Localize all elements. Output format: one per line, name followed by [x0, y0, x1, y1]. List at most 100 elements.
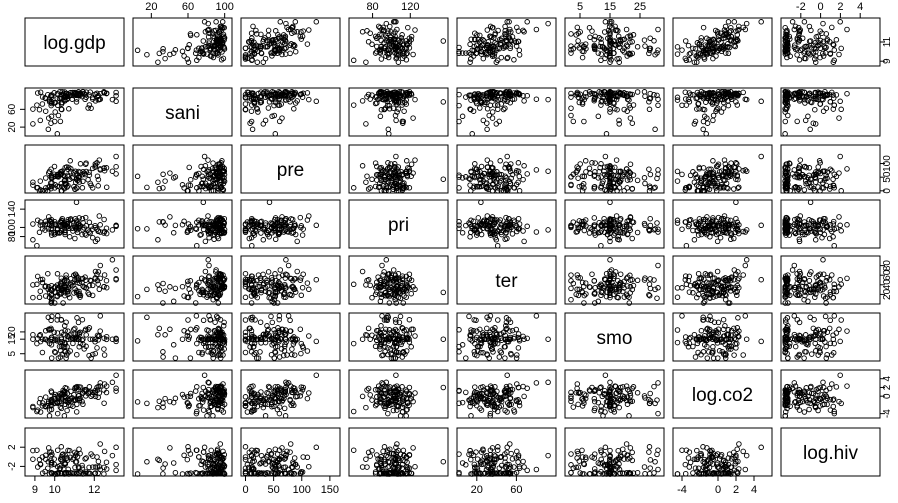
- point-log.gdp-pri-93: [399, 32, 405, 38]
- point-sani-pre-128: [248, 118, 255, 125]
- point-pre-log.co2-42: [720, 176, 727, 183]
- point-sani-log.co2-50: [701, 106, 708, 113]
- point-log.gdp-smo-125: [647, 45, 654, 52]
- point-pri-sani-32: [156, 219, 163, 225]
- point-pre-log.hiv-96: [827, 183, 834, 190]
- point-sani-smo-125: [647, 95, 654, 102]
- point-pre-log.co2-115: [715, 175, 722, 181]
- point-sani-pri-60: [401, 108, 407, 114]
- point-log.gdp-ter-118: [474, 45, 481, 52]
- point-pre-smo-119: [610, 172, 617, 179]
- point-pri-pre-51: [266, 199, 273, 206]
- point-pre-log.hiv-113: [805, 180, 811, 187]
- point-pri-log.gdp-111: [54, 226, 61, 232]
- point-log.gdp-pre-99: [288, 41, 294, 47]
- point-log.gdp-sani-64: [162, 55, 168, 62]
- point-pre-ter-114: [466, 175, 472, 182]
- point-log.gdp-log.co2-11: [728, 28, 734, 34]
- point-pre-sani-106: [206, 185, 212, 191]
- point-sani-pri-120: [391, 89, 398, 96]
- point-pre-pri-120: [391, 163, 398, 170]
- point-log.gdp-ter-123: [489, 48, 496, 55]
- point-pre-log.hiv-66: [807, 184, 813, 191]
- point-sani-ter-105: [487, 94, 493, 101]
- point-pre-pri-0: [412, 157, 418, 163]
- point-sani-ter-113: [477, 98, 484, 104]
- point-pri-sani-120: [219, 223, 226, 229]
- point-pre-sani-86: [210, 181, 216, 187]
- point-pre-smo-2: [574, 164, 580, 170]
- point-pri-log.gdp-13: [82, 214, 89, 221]
- point-log.gdp-log.hiv-95: [812, 59, 819, 65]
- variable-label-log.gdp: log.gdp: [43, 33, 105, 54]
- point-log.gdp-ter-102: [468, 36, 474, 43]
- point-log.gdp-log.hiv-85: [836, 51, 842, 58]
- point-pre-sani-7: [185, 182, 192, 188]
- point-pre-smo-114: [654, 175, 660, 182]
- point-log.gdp-smo-85: [627, 51, 634, 58]
- panel-sani-sani: [132, 87, 233, 137]
- point-sani-pre-100: [242, 95, 249, 101]
- point-sani-pre-116: [300, 90, 306, 97]
- point-pri-sani-103: [206, 234, 212, 241]
- point-pri-log.gdp-31: [82, 231, 88, 237]
- point-pre-log.hiv-124: [784, 172, 790, 178]
- panel-pre-pre: [240, 144, 341, 194]
- point-log.gdp-log.hiv-110: [799, 46, 805, 52]
- point-sani-log.gdp-84: [59, 106, 65, 113]
- point-log.gdp-pri-89: [390, 39, 396, 45]
- point-pre-log.co2-45: [758, 153, 764, 160]
- point-log.gdp-log.hiv-114: [822, 50, 829, 56]
- point-log.gdp-log.hiv-6: [820, 20, 826, 27]
- point-pre-log.co2-74: [703, 180, 709, 186]
- point-sani-log.gdp-129: [48, 113, 55, 120]
- point-log.gdp-pri-96: [394, 51, 400, 57]
- point-pre-log.co2-100: [694, 188, 701, 194]
- point-sani-log.gdp-85: [45, 115, 52, 121]
- point-log.gdp-log.hiv-115: [796, 37, 803, 43]
- point-pre-ter-23: [498, 172, 505, 178]
- point-log.gdp-smo-30: [623, 26, 630, 33]
- point-log.gdp-smo-73: [568, 43, 574, 49]
- point-pri-pre-86: [257, 222, 263, 228]
- point-sani-log.hiv-127: [782, 99, 789, 106]
- point-pre-smo-107: [618, 177, 624, 184]
- point-pre-log.hiv-103: [819, 185, 825, 191]
- point-log.gdp-sani-121: [220, 55, 227, 62]
- point-pre-log.gdp-107: [74, 177, 81, 184]
- point-log.gdp-ter-7: [467, 59, 473, 65]
- point-pre-pri-13: [408, 161, 415, 167]
- point-log.gdp-pre-117: [291, 29, 298, 35]
- point-sani-pre-114: [268, 92, 274, 99]
- point-log.gdp-log.hiv-102: [824, 36, 831, 43]
- variable-label-pre: pre: [277, 160, 304, 181]
- point-sani-log.hiv-123: [782, 109, 788, 115]
- point-sani-log.gdp-126: [103, 90, 110, 96]
- point-sani-log.hiv-111: [831, 102, 838, 109]
- point-pre-smo-116: [589, 160, 595, 166]
- point-pre-sani-47: [197, 183, 203, 190]
- point-sani-log.gdp-7: [30, 106, 36, 112]
- point-pre-sani-111: [193, 171, 200, 178]
- point-log.gdp-pri-67: [369, 41, 375, 48]
- point-log.gdp-ter-127: [507, 45, 513, 52]
- point-pre-log.gdp-20: [80, 178, 86, 185]
- point-sani-log.gdp-55: [92, 98, 99, 104]
- point-sani-ter-50: [468, 106, 474, 113]
- point-pre-smo-60: [624, 185, 630, 191]
- point-pre-ter-56: [524, 171, 530, 177]
- point-log.gdp-sani-56: [213, 19, 219, 25]
- point-pre-log.gdp-104: [67, 158, 73, 164]
- point-pre-log.co2-68: [735, 185, 741, 191]
- point-pre-ter-45: [504, 153, 510, 160]
- point-pre-log.gdp-115: [75, 175, 82, 181]
- point-log.gdp-smo-54: [574, 24, 581, 31]
- point-pre-pri-125: [392, 171, 399, 178]
- point-pri-sani-126: [218, 230, 225, 237]
- point-log.gdp-pre-104: [304, 41, 311, 47]
- point-pre-log.gdp-83: [87, 180, 93, 187]
- point-pre-smo-108: [577, 161, 583, 167]
- point-sani-smo-115: [641, 89, 648, 95]
- point-log.gdp-ter-96: [478, 51, 485, 57]
